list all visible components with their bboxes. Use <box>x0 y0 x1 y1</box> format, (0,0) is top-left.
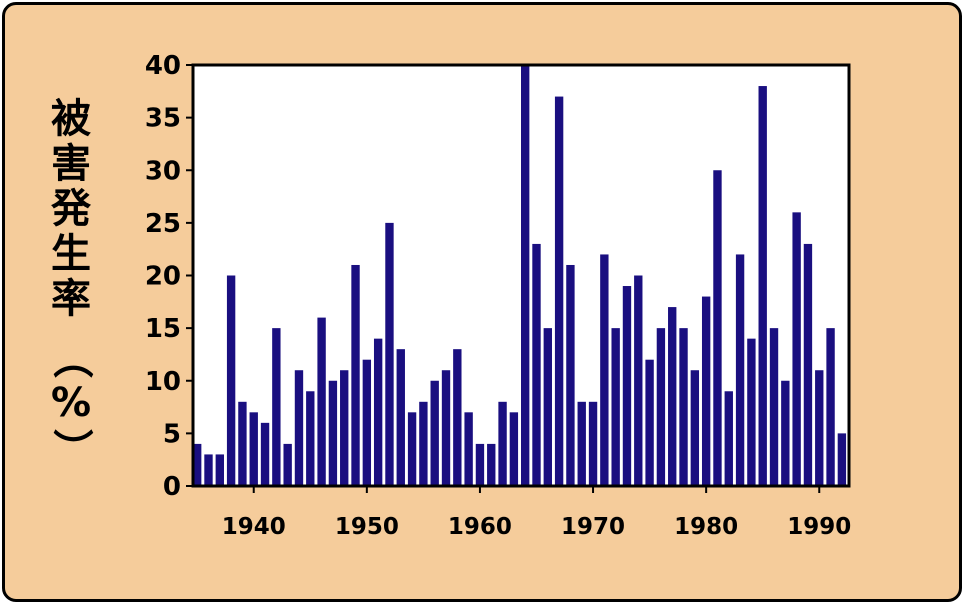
y-tick-label: 40 <box>145 51 181 81</box>
bar <box>634 275 643 486</box>
bar <box>283 443 292 486</box>
bar <box>340 370 349 486</box>
bar <box>193 443 202 486</box>
y-axis-label-char: % <box>50 380 92 426</box>
x-tick-label: 1960 <box>448 514 512 540</box>
bar <box>385 222 394 487</box>
bar <box>622 286 632 486</box>
y-axis-label: 被害発生率（%） <box>41 97 101 471</box>
bar <box>487 443 496 486</box>
bar <box>272 328 281 487</box>
y-tick-label: 30 <box>145 156 181 186</box>
y-axis-label-char: 発 <box>51 186 91 232</box>
y-axis-label-char: 生 <box>51 231 91 277</box>
bar <box>792 212 801 486</box>
y-tick-label: 35 <box>145 104 181 134</box>
bar <box>656 328 666 487</box>
bar <box>419 401 428 486</box>
bar <box>668 307 677 486</box>
bar <box>306 391 315 486</box>
y-tick-label: 20 <box>145 262 181 292</box>
bar <box>679 328 688 487</box>
x-tick-label: 1970 <box>561 514 625 540</box>
bar <box>509 412 519 486</box>
bar <box>407 412 417 486</box>
bar <box>701 296 711 486</box>
bar <box>362 359 372 486</box>
bar <box>690 370 700 486</box>
bar <box>713 170 722 486</box>
y-tick-label: 25 <box>145 209 181 239</box>
bar <box>758 86 767 487</box>
bar <box>521 65 530 486</box>
bar <box>238 401 247 486</box>
bar <box>453 349 462 486</box>
bar <box>260 422 270 486</box>
bar <box>735 254 745 486</box>
bar <box>249 412 258 486</box>
bar <box>769 328 779 487</box>
y-tick-label: 10 <box>145 367 181 397</box>
y-axis-label-char: 害 <box>51 141 91 187</box>
bar <box>645 359 654 486</box>
y-tick-label: 15 <box>145 314 181 344</box>
bar <box>204 454 213 486</box>
bar <box>464 412 473 486</box>
x-tick-label: 1940 <box>222 514 286 540</box>
bar <box>815 370 824 486</box>
bar <box>543 328 552 487</box>
bar <box>826 328 835 487</box>
bar <box>430 380 439 486</box>
bar <box>498 401 507 486</box>
bar <box>475 443 485 486</box>
bar <box>747 338 756 486</box>
bar <box>351 264 360 486</box>
bar <box>328 380 338 486</box>
bar <box>554 96 564 486</box>
bar <box>566 264 575 486</box>
x-tick-label: 1990 <box>787 514 851 540</box>
bar <box>588 401 598 486</box>
bar <box>396 349 405 486</box>
bar <box>577 401 586 486</box>
x-tick-label: 1980 <box>674 514 738 540</box>
y-axis-label-char: 被 <box>51 96 91 142</box>
bar <box>600 254 609 486</box>
bar <box>294 370 304 486</box>
bar <box>781 380 790 486</box>
bar <box>611 328 620 487</box>
bar <box>837 433 847 487</box>
bar <box>724 391 733 486</box>
bar <box>373 338 383 486</box>
bar <box>803 243 813 486</box>
bar <box>317 317 326 486</box>
x-tick-label: 1950 <box>335 514 399 540</box>
bar <box>226 275 236 486</box>
y-tick-label: 0 <box>163 472 181 502</box>
y-tick-label: 5 <box>163 419 181 449</box>
y-axis-label-char: 率 <box>51 276 91 322</box>
bar <box>532 243 541 486</box>
bar <box>215 454 224 486</box>
bar <box>441 370 451 486</box>
